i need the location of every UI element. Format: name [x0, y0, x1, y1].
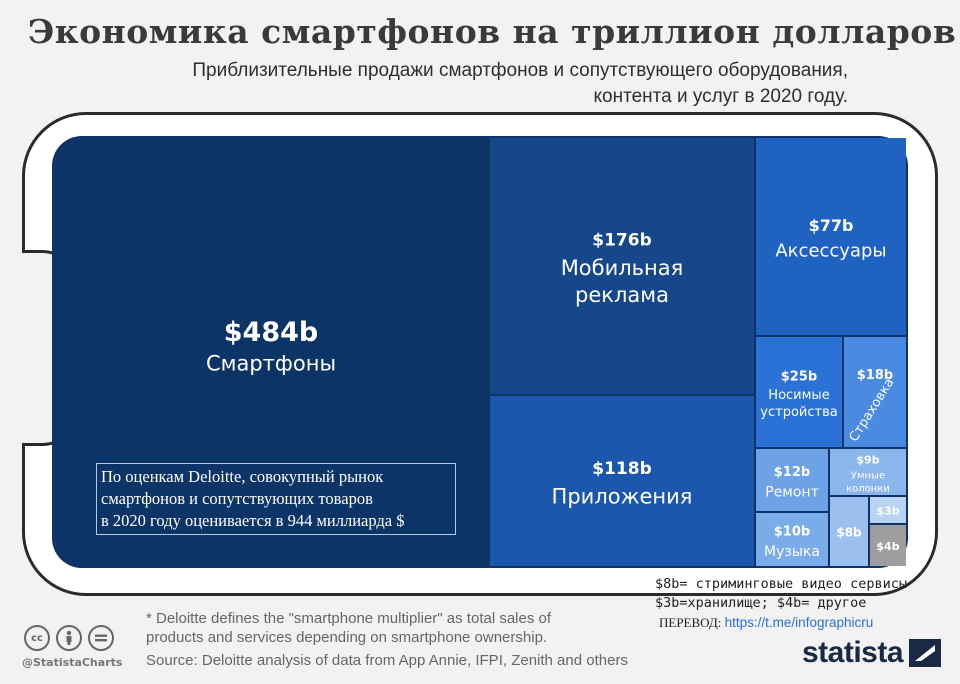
treemap-label-8: $10b Музыка [764, 525, 820, 560]
treemap-value-11: $4b [876, 540, 899, 553]
treemap-value-7: $9b [856, 453, 879, 466]
statista-logo-icon [909, 639, 942, 667]
treemap-cell-11 [870, 525, 906, 566]
note-line-2: смартфонов и сопутствующих товаров [101, 489, 373, 508]
treemap-value-6: $12b [774, 465, 810, 480]
treemap-cell-7 [830, 449, 906, 495]
treemap-value-9: $8b [836, 525, 862, 539]
treemap-category-7-1: колонки [846, 483, 890, 494]
treemap-cell-1 [490, 138, 754, 394]
source-note: Source: Deloitte analysis of data from A… [146, 652, 628, 669]
subtitle-line-1: Приблизительные продажи смартфонов и соп… [192, 60, 848, 81]
treemap-label-3: $77b Аксессуары [775, 216, 886, 261]
treemap-value-3: $77b [809, 216, 854, 235]
treemap-value-0: $484b [224, 317, 318, 348]
treemap-category-1-1: реклама [575, 283, 669, 307]
treemap-cell-5 [844, 337, 906, 447]
treemap-value-2: $118b [592, 459, 651, 479]
note-line-3: в 2020 году оценивается в 944 миллиарда … [101, 511, 405, 530]
legend-line-1: $8b= стриминговые видео сервисы [655, 576, 907, 592]
cell-corner-cover [440, 138, 488, 566]
treemap-value-5: $18b [857, 368, 893, 383]
translation-credit: ПЕРЕВОД: https://t.me/infographicru [659, 615, 873, 631]
subtitle-line-2: контента и услуг в 2020 году. [593, 86, 849, 107]
footnote: * Deloitte defines the "smartphone multi… [146, 609, 551, 647]
treemap-label-2: $118b Приложения [552, 459, 693, 508]
treemap-cell-0 [54, 138, 488, 566]
footnote-line-1: * Deloitte defines the "smartphone multi… [146, 610, 552, 627]
treemap-category-7-0: Умные [851, 470, 885, 481]
chart-subtitle: Приблизительные продажи смартфонов и соп… [28, 58, 848, 110]
abbreviation-legend: $8b= стриминговые видео сервисы $3b=хран… [655, 575, 907, 613]
treemap-label-10: $3b [876, 504, 899, 517]
treemap-label-6: $12b Ремонт [765, 465, 819, 500]
treemap-cell-4 [756, 337, 842, 447]
cc-icon: cc [24, 625, 50, 651]
treemap-category-4-0: Носимые [768, 388, 829, 403]
treemap-cell-8 [756, 513, 828, 566]
treemap-category-6-0: Ремонт [765, 484, 819, 500]
treemap-value-4: $25b [781, 369, 817, 384]
treemap-label-0: $484b Смартфоны [206, 317, 336, 375]
treemap-category-3-0: Аксессуары [775, 241, 886, 262]
translation-label: ПЕРЕВОД: [659, 615, 722, 630]
treemap-cell-3 [756, 138, 906, 335]
note-line-1: По оценкам Deloitte, совокупный рынок [101, 467, 384, 486]
treemap-label-7: $9b Умные колонки [846, 453, 890, 494]
treemap-category-2-0: Приложения [552, 484, 693, 508]
treemap-cell-10 [870, 497, 906, 523]
treemap-label-11: $4b [876, 540, 899, 553]
footnote-line-2: products and services depending on smart… [146, 629, 548, 646]
treemap-category-4-1: устройства [760, 405, 837, 420]
treemap-category-1-0: Мобильная [561, 256, 684, 280]
treemap-value-10: $3b [876, 504, 899, 517]
treemap-label-1: $176b Мобильная реклама [561, 231, 684, 308]
translation-link[interactable]: https://t.me/infographicru [724, 615, 874, 630]
phone-notch-cover [20, 253, 26, 443]
treemap-cell-9 [830, 497, 868, 566]
treemap-cell-6 [756, 449, 828, 511]
treemap-label-4: $25b Носимые устройства [760, 369, 837, 420]
treemap-value-8: $10b [774, 525, 810, 540]
nd-icon [88, 625, 114, 651]
treemap-category-8-0: Музыка [764, 544, 820, 560]
treemap-label-9: $8b [836, 525, 862, 539]
license-icons: cc [24, 625, 114, 651]
statista-brand[interactable]: statista [802, 636, 942, 670]
statista-wordmark: statista [802, 636, 904, 669]
legend-line-2: $3b=хранилище; $4b= другое [655, 595, 867, 611]
statista-handle[interactable]: @StatistaCharts [22, 656, 123, 669]
treemap-value-1: $176b [592, 231, 651, 251]
by-icon [56, 625, 82, 651]
treemap-category-0-0: Смартфоны [206, 351, 336, 375]
note-box: По оценкам Deloitte, совокупный рынок см… [96, 463, 456, 535]
chart-title: Экономика смартфонов на триллион долларо… [28, 12, 957, 51]
treemap-cell-2 [490, 396, 754, 566]
